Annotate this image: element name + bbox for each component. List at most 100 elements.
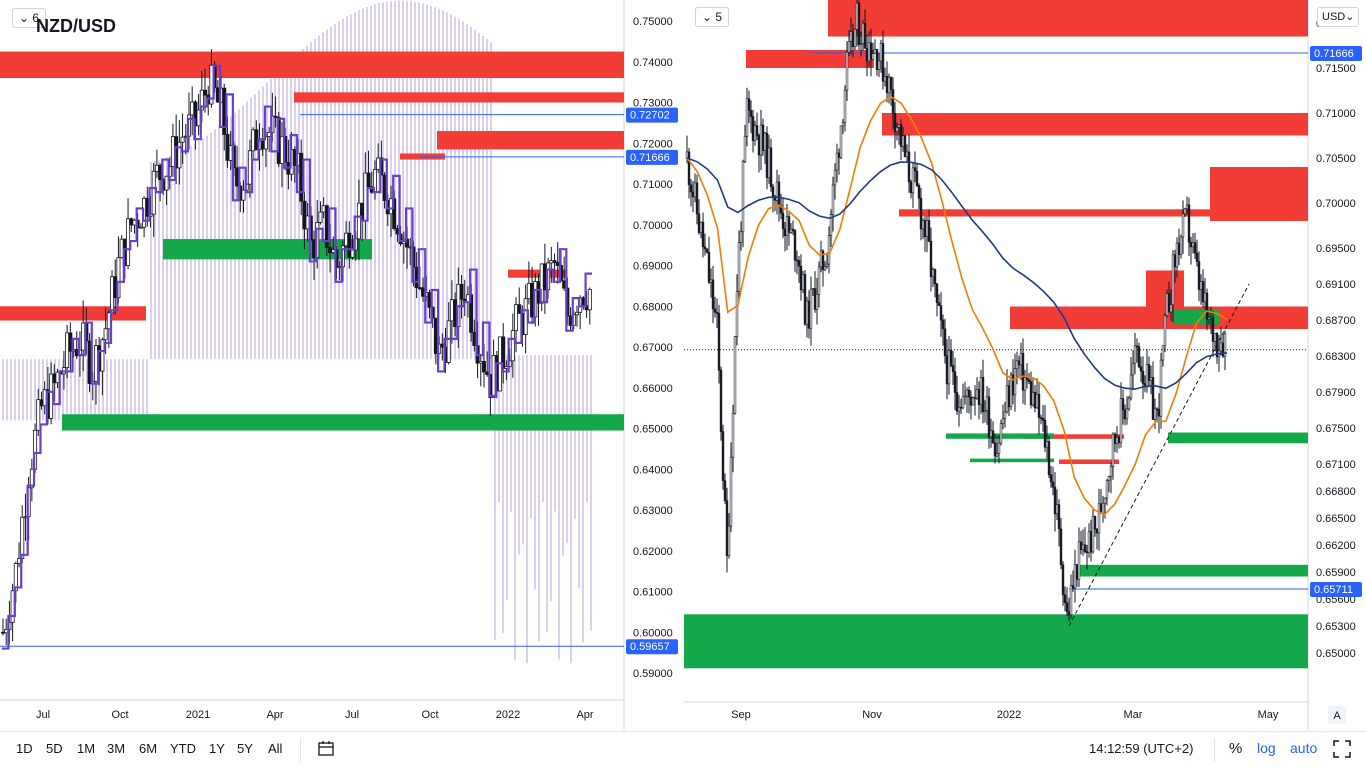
r-candle-body <box>1173 254 1177 268</box>
profile-bar <box>534 355 536 590</box>
profile-bar <box>298 52 300 360</box>
candle-body <box>417 287 422 290</box>
profile-bar <box>98 359 100 421</box>
auto-toggle[interactable]: auto <box>1290 740 1318 756</box>
profile-bar <box>38 359 40 421</box>
r-candle-body <box>1211 316 1215 342</box>
r-candle-body <box>743 135 747 162</box>
candle-body <box>273 115 278 118</box>
right-time-label: May <box>1258 709 1279 721</box>
r-candle-body <box>915 170 919 186</box>
r-candle-body <box>727 525 731 556</box>
candle-body <box>20 516 25 560</box>
profile-bar <box>318 35 320 360</box>
profile-bar <box>130 359 132 421</box>
r-candle-body <box>955 392 959 412</box>
range-1d[interactable]: 1D <box>16 741 33 756</box>
r-candle-body <box>1039 417 1043 419</box>
range-5y[interactable]: 5Y <box>237 741 253 756</box>
r-candle-body <box>1171 254 1175 306</box>
left-pane-number-button[interactable]: ⌄ 6 <box>12 8 47 28</box>
profile-bar <box>538 355 540 642</box>
profile-bar <box>550 355 552 602</box>
candle-body <box>481 360 486 373</box>
clock-timezone[interactable]: 14:12:59 (UTC+2) <box>1089 741 1194 756</box>
range-3m[interactable]: 3M <box>107 741 126 756</box>
r-candle-body <box>865 48 869 62</box>
r-candle-body <box>1001 418 1005 424</box>
candle-body <box>552 260 557 263</box>
profile-bar <box>566 355 568 544</box>
range-6m[interactable]: 6M <box>139 741 158 756</box>
right-price-badge: 0.65711 <box>1314 584 1353 596</box>
r-candle-body <box>1203 292 1207 303</box>
candle-body <box>100 339 105 372</box>
left-price-label: 0.62000 <box>633 546 673 558</box>
currency-selector[interactable]: USD⌄ <box>1317 7 1360 27</box>
r-candle-body <box>1155 408 1159 411</box>
r-candle-body <box>1195 252 1199 262</box>
right-price-badge: 0.71666 <box>1314 48 1354 60</box>
candle-body <box>510 330 515 362</box>
r-candle-body <box>1059 528 1063 566</box>
r-candle-body <box>1135 345 1139 348</box>
candle-body <box>260 140 265 150</box>
r-candle-body <box>813 288 817 310</box>
right-chart-svg[interactable]: 0.720000.715000.710000.705000.700000.695… <box>684 0 1366 730</box>
profile-bar <box>250 97 252 360</box>
left-chart-svg[interactable]: 0.75000 0.74000 0.73000 0.72000 0.71000 0.700… <box>0 0 683 730</box>
r-candle-body <box>1077 541 1081 580</box>
r-candle-body <box>753 125 757 142</box>
date-range-icon[interactable] <box>317 740 335 763</box>
r-candle-body <box>1181 213 1185 238</box>
r-candle-body <box>941 319 945 330</box>
r-candle-body <box>927 220 931 242</box>
profile-bar <box>322 32 324 360</box>
r-resistance-zone-8 <box>1024 434 1124 439</box>
r-candle-body <box>803 274 807 325</box>
left-price-label: 0.68000 <box>633 301 673 313</box>
profile-bar <box>510 355 512 513</box>
r-candle-body <box>1193 242 1197 254</box>
r-candle-body <box>711 279 715 310</box>
profile-bar <box>18 359 20 421</box>
r-candle-body <box>1103 497 1107 504</box>
r-candle-body <box>809 288 813 329</box>
r-candle-body <box>815 294 819 310</box>
r-candle-body <box>1187 204 1191 243</box>
r-candle-body <box>1019 352 1023 366</box>
r-candle-body <box>731 412 735 458</box>
r-candle-body <box>725 500 729 556</box>
right-pane-number-button[interactable]: ⌄ 5 <box>695 7 730 27</box>
candle-body <box>154 164 159 172</box>
profile-bar <box>558 355 560 660</box>
range-5d[interactable]: 5D <box>46 741 63 756</box>
r-candle-body <box>889 76 893 90</box>
r-candle-body <box>1179 236 1183 255</box>
range-1y[interactable]: 1Y <box>209 741 225 756</box>
candle-body <box>321 205 326 213</box>
fullscreen-icon[interactable] <box>1333 740 1351 763</box>
log-toggle[interactable]: log <box>1257 740 1276 756</box>
profile-bar <box>574 355 576 519</box>
range-all[interactable]: All <box>268 741 283 756</box>
left-price-badge-bg <box>626 639 678 655</box>
r-candle-body <box>961 395 965 409</box>
left-time-label: Jul <box>36 709 50 721</box>
range-1m[interactable]: 1M <box>77 741 96 756</box>
r-candle-body <box>979 377 983 406</box>
r-candle-body <box>1033 391 1037 409</box>
range-ytd[interactable]: YTD <box>170 741 196 756</box>
r-candle-body <box>987 396 991 438</box>
r-candle-body <box>1097 503 1101 534</box>
r-candle-body <box>1107 475 1111 481</box>
r-candle-body <box>921 220 925 230</box>
toolbar-divider-2 <box>1214 738 1215 762</box>
candle-body <box>251 129 256 152</box>
right-chart-pane[interactable]: 0.720000.715000.710000.705000.700000.695… <box>684 0 1366 730</box>
right-price-label: 0.67100 <box>1316 459 1356 471</box>
percent-toggle[interactable]: % <box>1229 740 1243 757</box>
profile-bar <box>570 355 572 664</box>
r-candle-body <box>1149 377 1153 381</box>
left-chart-pane[interactable]: 0.75000 0.74000 0.73000 0.72000 0.71000 0.700… <box>0 0 683 730</box>
